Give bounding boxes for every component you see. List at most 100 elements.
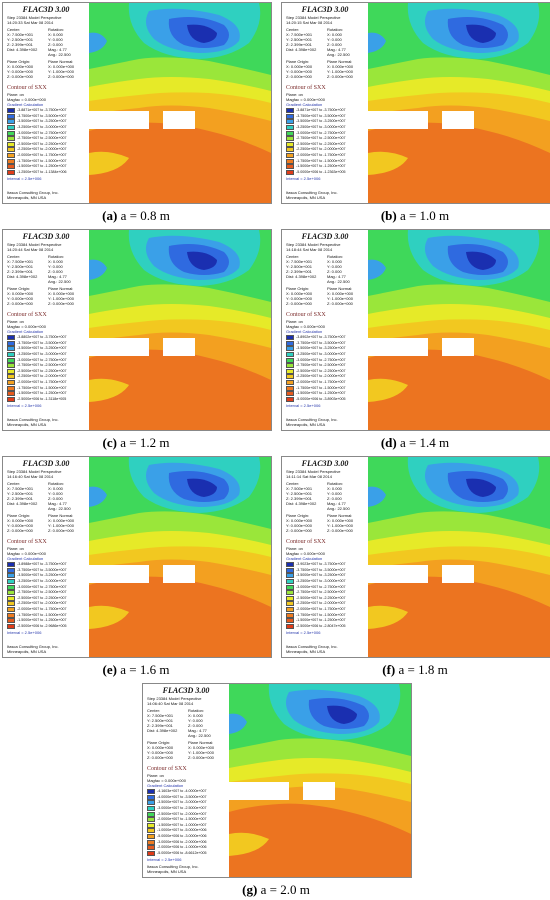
info-sidebar: FLAC3D 3.00 Step 23384 Model Perspective… bbox=[3, 3, 89, 203]
legend-item: -1.7500e+007 to -1.5000e+007 bbox=[286, 158, 368, 164]
legend-swatch bbox=[7, 368, 15, 374]
sxx-contour-svg bbox=[89, 230, 271, 430]
center-z: Z: 2.399e+001 bbox=[286, 269, 312, 274]
legend-item: -3.5000e+007 to -3.2500e+007 bbox=[286, 346, 368, 352]
plane-params: Plane Origin: X: 0.000e+000 Y: 0.000e+00… bbox=[3, 286, 89, 306]
company-info: Itasca Consulting Group, Inc. Minneapoli… bbox=[286, 417, 338, 427]
legend-item: -3.0000e+007 to -2.7500e+007 bbox=[7, 357, 89, 363]
plane-normal-z: Z: 0.000e+000 bbox=[188, 755, 214, 760]
contour-legend: -3.9023e+007 to -3.7500e+007 -3.7500e+007… bbox=[282, 562, 368, 629]
dist: Dist: 4.398e+002 bbox=[7, 274, 38, 279]
ang: Ang.: 22.500 bbox=[48, 506, 71, 511]
plane-normal-x: X: 0.000e+000 bbox=[327, 518, 354, 523]
plane-normal-z: Z: 0.000e+000 bbox=[48, 74, 74, 79]
rotation-x: X: 0.000 bbox=[48, 486, 63, 491]
legend-range: -2.5000e+007 to -2.2500e+007 bbox=[17, 141, 67, 146]
plane-origin-y: Y: 0.000e+000 bbox=[147, 750, 173, 755]
plane-normal-label: Plane Normal: bbox=[327, 513, 353, 518]
plane-origin-y: Y: 0.000e+000 bbox=[7, 523, 33, 528]
software-title: FLAC3D 3.00 bbox=[22, 5, 70, 14]
center-x: X: 7.500e+001 bbox=[7, 32, 34, 37]
legend-range: -3.7500e+007 to -3.5000e+007 bbox=[296, 567, 346, 572]
legend-item: -3.2500e+007 to -3.0000e+007 bbox=[7, 125, 89, 131]
roadway-opening-left bbox=[368, 565, 428, 583]
legend-swatch bbox=[7, 562, 15, 568]
center-z: Z: 2.399e+001 bbox=[286, 496, 312, 501]
legend-item: -3.8871e+007 to -3.7500e+007 bbox=[286, 108, 368, 114]
center-x: X: 7.500e+001 bbox=[286, 486, 313, 491]
plane-normal-y: Y: 1.000e+000 bbox=[188, 750, 214, 755]
legend-range: -3.2500e+007 to -3.0000e+007 bbox=[17, 125, 67, 130]
legend-swatch bbox=[286, 153, 294, 159]
plane-params: Plane Origin: X: 0.000e+000 Y: 0.000e+00… bbox=[282, 59, 368, 79]
rotation-label: Rotation: bbox=[48, 27, 65, 32]
plane-normal-label: Plane Normal: bbox=[48, 286, 74, 291]
rotation-x: X: 0.000 bbox=[188, 713, 203, 718]
legend-range: -2.0000e+007 to -1.7500e+007 bbox=[296, 380, 346, 385]
legend-range: -3.0000e+007 to -2.7500e+007 bbox=[17, 357, 67, 362]
company-name: Itasca Consulting Group, Inc. bbox=[7, 644, 59, 649]
plane-origin-label: Plane Origin: bbox=[286, 59, 310, 64]
band-dark-blue bbox=[187, 478, 217, 497]
legend-range: -5.0000e+006 to -3.0000e+006 bbox=[157, 834, 207, 839]
legend-range: -3.7500e+007 to -3.5000e+007 bbox=[17, 113, 67, 118]
legend-swatch bbox=[147, 789, 155, 795]
legend-item: -2.7500e+007 to -2.5000e+007 bbox=[286, 136, 368, 142]
caption-letter: (d) bbox=[380, 435, 397, 450]
plane-normal-label: Plane Normal: bbox=[188, 740, 214, 745]
flac-plot-frame: FLAC3D 3.00 Step 23384 Model Perspective… bbox=[281, 229, 550, 431]
mag: Mag.: 4.77 bbox=[188, 728, 207, 733]
legend-item: -2.0000e+007 to -1.7500e+007 bbox=[7, 607, 89, 613]
legend-range: -1.5000e+007 to -1.2500e+007 bbox=[296, 164, 346, 169]
legend-item: -3.8802e+007 to -3.7500e+007 bbox=[7, 335, 89, 341]
legend-item: -2.0000e+007 to -1.7500e+007 bbox=[286, 607, 368, 613]
contour-title: Contour of SXX bbox=[286, 312, 326, 318]
plane-status: Plane: on bbox=[7, 92, 24, 97]
legend-item: -1.5000e+007 to -1.2500e+007 bbox=[286, 164, 368, 170]
legend-swatch bbox=[147, 817, 155, 823]
legend-range: -1.7500e+007 to -1.5000e+007 bbox=[296, 612, 346, 617]
legend-range: -2.7500e+007 to -2.5000e+007 bbox=[17, 590, 67, 595]
legend-range: -1.7500e+007 to -1.5000e+007 bbox=[17, 612, 67, 617]
rotation-y: Y: 0.000 bbox=[48, 37, 63, 42]
legend-item: -2.0000e+007 to -1.7500e+007 bbox=[286, 380, 368, 386]
gradient-calc: Gradient Calculation bbox=[147, 783, 184, 788]
step-info: Step 23384 Model Perspective bbox=[286, 15, 341, 20]
legend-swatch bbox=[7, 618, 15, 624]
legend-item: -2.5000e+007 to -2.2500e+007 bbox=[286, 595, 368, 602]
plane-normal-x: X: 0.000e+000 bbox=[327, 291, 354, 296]
plane-origin-z: Z: 0.000e+000 bbox=[147, 755, 173, 760]
center-label: Center: bbox=[286, 481, 300, 486]
plane-normal-z: Z: 0.000e+000 bbox=[48, 301, 74, 306]
interval: Interval = 2.5e+006 bbox=[147, 857, 182, 863]
plane-origin-z: Z: 0.000e+000 bbox=[286, 528, 312, 533]
center-y: Y: 2.500e+001 bbox=[286, 491, 312, 496]
magfac: Magfac = 0.000e+000 bbox=[7, 551, 46, 556]
legend-item: -3.2500e+007 to -3.0000e+007 bbox=[7, 579, 89, 585]
legend-range: -2.0000e+007 to -1.7500e+007 bbox=[17, 153, 67, 158]
legend-range: -1.7500e+007 to -1.5000e+007 bbox=[17, 158, 67, 163]
legend-item: -3.2500e+007 to -3.0000e+007 bbox=[286, 352, 368, 358]
company-info: Itasca Consulting Group, Inc. Minneapoli… bbox=[7, 417, 59, 427]
legend-item: -1.5000e+007 to -1.2500e+007 bbox=[7, 391, 89, 397]
view-params: Center: X: 7.500e+001 Y: 2.500e+001 Z: 2… bbox=[282, 27, 368, 57]
sxx-contour-svg bbox=[89, 3, 271, 203]
band-dark-blue bbox=[466, 251, 496, 270]
band-left-blue bbox=[229, 713, 247, 734]
legend-swatch bbox=[7, 352, 15, 358]
software-title: FLAC3D 3.00 bbox=[22, 459, 70, 468]
company-name: Itasca Consulting Group, Inc. bbox=[147, 864, 199, 869]
panel-caption: (e) a = 1.6 m bbox=[2, 661, 270, 679]
legend-item: -3.5000e+007 to -3.2500e+007 bbox=[286, 573, 368, 579]
magfac: Magfac = 0.000e+000 bbox=[286, 324, 325, 329]
legend-swatch bbox=[7, 158, 15, 164]
plane-origin-x: X: 0.000e+000 bbox=[7, 64, 34, 69]
legend-swatch bbox=[286, 623, 294, 629]
legend-item: -2.7500e+007 to -2.5000e+007 bbox=[286, 590, 368, 596]
roadway-opening-left bbox=[368, 338, 428, 356]
ang: Ang.: 22.500 bbox=[48, 279, 71, 284]
interval: Interval = 2.5e+006 bbox=[7, 403, 42, 409]
legend-range: -3.2500e+007 to -3.0000e+007 bbox=[296, 579, 346, 584]
plane-normal-y: Y: 1.000e+000 bbox=[327, 69, 353, 74]
legend-swatch bbox=[7, 363, 15, 369]
